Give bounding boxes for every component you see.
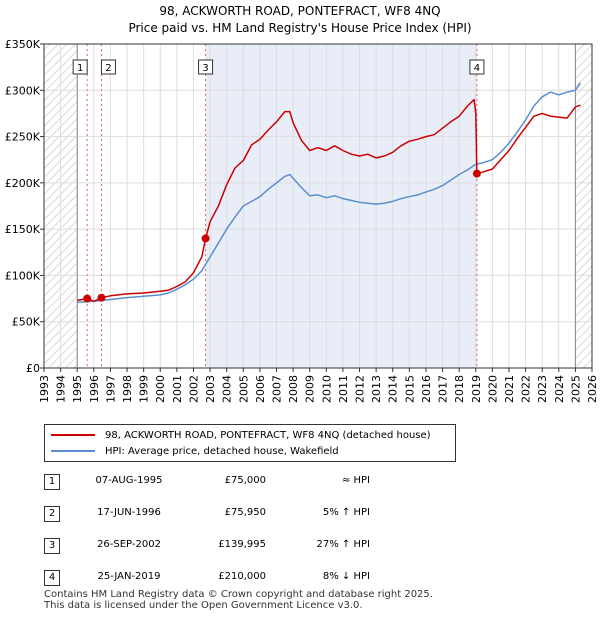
ownership-shade [205,44,477,368]
transaction-number: 4 [44,570,60,586]
table-row: 2 17-JUN-1996 £75,950 5% ↑ HPI [44,506,464,522]
x-tick-label: 2021 [503,375,516,403]
sale-label-box [469,59,485,75]
transaction-price: £75,950 [224,507,266,518]
x-tick-label: 2006 [254,375,267,403]
x-tick-label: 2007 [271,375,284,403]
transaction-hpi: 8% ↓ HPI [322,571,370,582]
x-tick-label: 2025 [569,375,582,403]
transaction-number: 2 [44,506,60,522]
y-tick-label: £150K [5,223,41,236]
x-tick-label: 1997 [104,375,117,403]
sale-label-box [100,59,116,75]
transaction-date: 07-AUG-1995 [95,475,163,486]
x-tick-label: 1996 [88,375,101,403]
footer: Contains HM Land Registry data © Crown c… [44,589,433,611]
x-tick-label: 2022 [520,375,533,403]
x-tick-label: 2024 [553,375,566,403]
sale-label: 4 [474,63,480,74]
x-tick-label: 1994 [55,375,68,403]
x-tick-label: 2011 [337,375,350,403]
transaction-hpi: ≈ HPI [341,475,370,486]
sale-label-box [72,59,88,75]
chart-subtitle: Price paid vs. HM Land Registry's House … [128,21,471,35]
x-tick-label: 2000 [154,375,167,403]
x-tick-label: 2013 [370,375,383,403]
x-tick-label: 2005 [237,375,250,403]
x-tick-label: 2023 [536,375,549,403]
x-tick-label: 2003 [204,375,217,403]
x-tick-label: 1995 [71,375,84,403]
footer-license: This data is licensed under the Open Gov… [44,600,363,611]
x-tick-label: 2001 [171,375,184,403]
y-tick-label: £250K [5,131,41,144]
legend-item-hpi: HPI: Average price, detached house, Wake… [51,443,339,459]
y-tick-label: £0 [26,362,40,375]
x-tick-label: 2015 [403,375,416,403]
x-tick-label: 2009 [304,375,317,403]
x-tick-label: 2026 [586,375,599,403]
sale-label: 2 [105,63,111,74]
legend-label-property: 98, ACKWORTH ROAD, PONTEFRACT, WF8 4NQ (… [105,429,431,441]
x-tick-label: 2012 [354,375,367,403]
table-row: 4 25-JAN-2019 £210,000 8% ↓ HPI [44,570,464,586]
x-tick-label: 1999 [138,375,151,403]
transaction-price: £210,000 [218,571,266,582]
series-line-property [77,98,581,303]
x-tick-label: 2010 [320,375,333,403]
table-row: 1 07-AUG-1995 £75,000 ≈ HPI [44,474,464,490]
x-tick-label: 2018 [453,375,466,403]
price-chart: 98, ACKWORTH ROAD, PONTEFRACT, WF8 4NQ P… [5,4,599,403]
sale-label: 3 [202,63,208,74]
sale-label-box [198,59,214,75]
y-tick-label: £100K [5,269,41,282]
sale-point [83,294,92,303]
transaction-number: 1 [44,474,60,490]
hatch-after [575,44,592,368]
chart-title: 98, ACKWORTH ROAD, PONTEFRACT, WF8 4NQ [159,4,440,18]
legend-item-property: 98, ACKWORTH ROAD, PONTEFRACT, WF8 4NQ (… [51,427,431,443]
transaction-number: 3 [44,538,60,554]
y-tick-label: £350K [5,38,41,51]
x-tick-label: 2016 [420,375,433,403]
x-tick-label: 1998 [121,375,134,403]
series-line-hpi [77,82,582,304]
sale-point [472,169,481,178]
sale-point [97,293,106,302]
footer-copyright: Contains HM Land Registry data © Crown c… [44,589,433,600]
table-row: 3 26-SEP-2002 £139,995 27% ↑ HPI [44,538,464,554]
sale-label: 1 [77,63,83,74]
transaction-hpi: 27% ↑ HPI [316,539,370,550]
y-tick-label: £50K [12,316,41,329]
legend-label-hpi: HPI: Average price, detached house, Wake… [105,445,339,457]
legend-swatch-hpi [51,450,95,452]
x-tick-label: 2008 [287,375,300,403]
x-tick-label: 2002 [188,375,201,403]
x-tick-label: 2019 [470,375,483,403]
transaction-date: 26-SEP-2002 [97,539,161,550]
x-tick-label: 2017 [437,375,450,403]
x-tick-label: 2004 [221,375,234,403]
y-tick-label: £200K [5,177,41,190]
transaction-price: £75,000 [224,475,266,486]
transaction-date: 17-JUN-1996 [97,507,161,518]
x-tick-label: 1993 [38,375,51,403]
transaction-price: £139,995 [218,539,266,550]
y-tick-label: £300K [5,84,41,97]
legend-swatch-property [51,434,95,436]
x-tick-label: 2020 [486,375,499,403]
transaction-date: 25-JAN-2019 [97,571,161,582]
transaction-hpi: 5% ↑ HPI [322,507,370,518]
legend: 98, ACKWORTH ROAD, PONTEFRACT, WF8 4NQ (… [44,424,456,462]
sale-point [201,234,210,243]
plot-frame [43,43,593,369]
x-tick-label: 2014 [387,375,400,403]
